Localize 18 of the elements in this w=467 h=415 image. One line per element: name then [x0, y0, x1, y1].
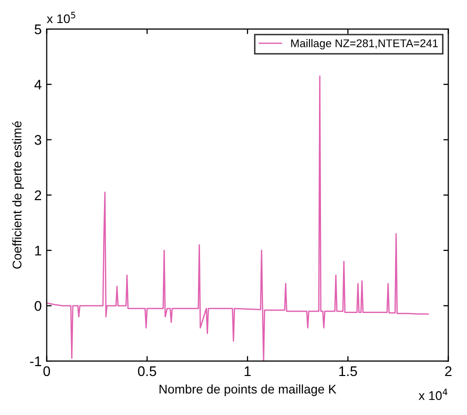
y-tick-label: 5	[34, 24, 42, 34]
y-tick-label: 4	[34, 80, 42, 90]
x-tick-label: 2	[445, 366, 452, 376]
y-tick-label: -1	[30, 356, 42, 366]
y-tick-label: 2	[34, 190, 42, 200]
legend-label: Maillage NZ=281,NTETA=241	[291, 39, 438, 50]
x-tick-label: 1	[244, 366, 251, 376]
x-axis-title: Nombre de points de maillage K	[160, 384, 336, 396]
y-tick-label: 1	[35, 246, 42, 256]
line-series	[46, 75, 429, 362]
text: x 10$^{4}$	[418, 388, 448, 400]
y-tick-label: 0	[34, 301, 42, 311]
text: x 10$^{5}$	[46, 12, 76, 24]
x-tick-label: 0	[43, 366, 50, 376]
x-tick-label: 1.5	[339, 366, 357, 376]
y-axis-title: Coefficient de perte estimé	[12, 121, 24, 269]
y-tick-label: 3	[34, 135, 42, 145]
x-tick-label: 0.5	[138, 366, 156, 376]
